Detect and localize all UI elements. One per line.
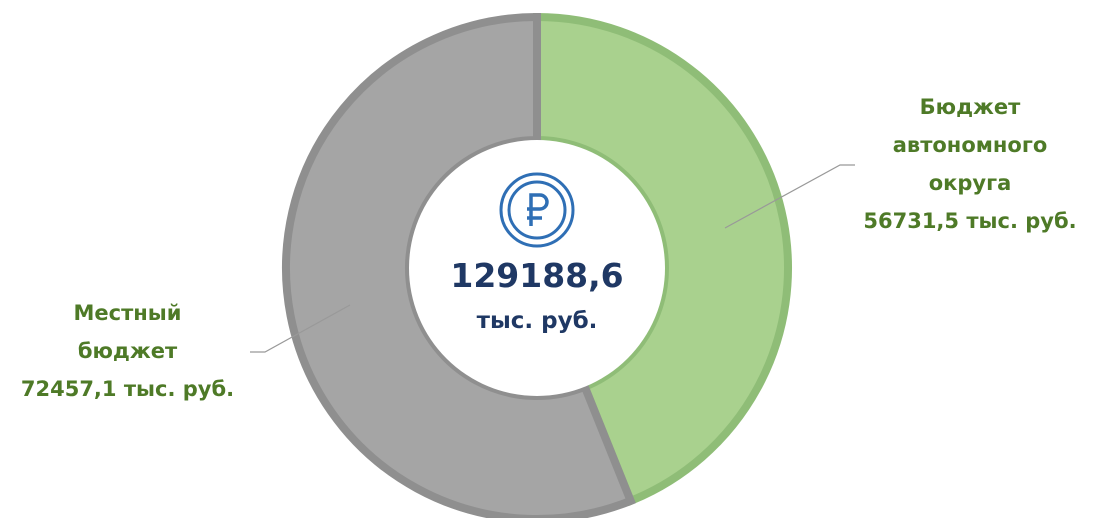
value-label: 56731,5 тыс. руб. [863, 209, 1077, 233]
slice-name: Бюджет автономного округа [892, 95, 1048, 195]
leader-line [724, 164, 855, 229]
value-label: 72457,1 тыс. руб. [20, 377, 235, 401]
leader-line [250, 304, 351, 353]
slice-label: Местный бюджет 72457,1 тыс. руб. [0, 294, 255, 408]
slice-label: Бюджет автономного округа 56731,5 тыс. р… [850, 88, 1090, 240]
donut-hole [409, 140, 665, 396]
ruble-icon [499, 172, 575, 248]
slice-name: Местный бюджет [73, 301, 182, 363]
center-unit: тыс. руб. [476, 308, 598, 334]
center-value: 129188,6 [450, 256, 624, 295]
